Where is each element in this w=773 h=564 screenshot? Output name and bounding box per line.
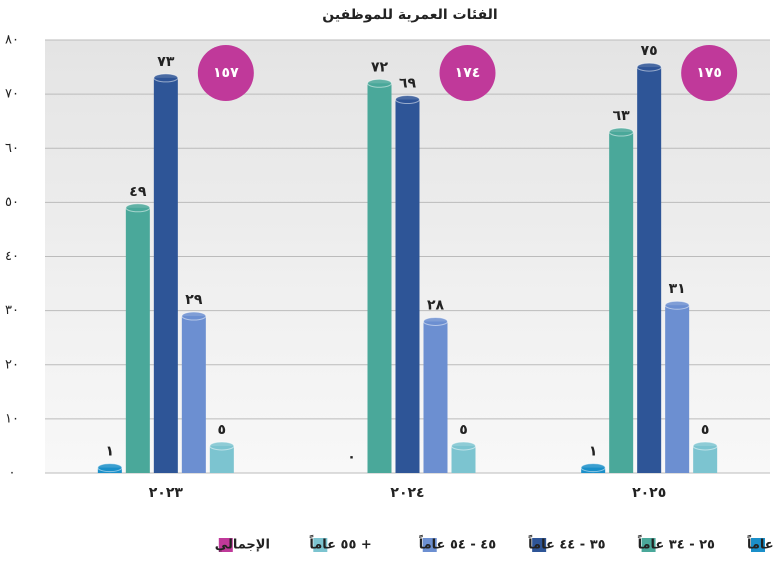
legend-label: ٢٥ - ٣٤ عاماً	[638, 535, 716, 553]
bar-cap	[181, 311, 207, 321]
data-label: ٣١	[669, 281, 686, 297]
legend-label: + ٥٥ عاماً	[309, 535, 372, 553]
data-label: ٥	[218, 422, 227, 438]
bar-cap	[451, 441, 476, 451]
legend-swatch	[532, 538, 547, 552]
y-tick-label: ٥٠	[5, 195, 19, 210]
legend-swatch	[422, 538, 437, 552]
bar	[181, 316, 206, 473]
y-tick-label: ٢٠	[5, 357, 19, 372]
total-badge	[681, 45, 738, 101]
legend-swatch	[218, 538, 233, 552]
legend-label: الإجمالي	[215, 538, 270, 553]
y-tick-label: ٤٠	[5, 249, 19, 264]
x-tick-label: ٢٠٢٣	[149, 485, 184, 501]
bar	[153, 77, 178, 473]
legend-label: ١٨ - ٢٤ عاماً	[747, 535, 773, 553]
bar	[637, 67, 662, 473]
data-label: ٦٩	[399, 76, 417, 92]
bar-cap	[209, 441, 235, 451]
bar	[665, 305, 690, 473]
total-label: ١٥٧	[213, 65, 239, 81]
x-tick-label: ٢٠٢٥	[632, 485, 666, 501]
bar	[451, 445, 476, 473]
bar-cap	[636, 62, 662, 72]
legend-swatch	[641, 538, 656, 552]
bar	[125, 207, 150, 473]
bar	[367, 83, 392, 474]
data-label: ٧٥	[641, 43, 658, 59]
data-label: ٧٣	[157, 54, 175, 70]
legend-swatch	[751, 538, 765, 552]
legend-label: ٤٥ - ٥٤ عاماً	[419, 535, 497, 553]
chart-title: الفئات العمرية للموظفين	[322, 7, 497, 23]
y-tick-label: ٨٠	[5, 33, 19, 48]
bar-cap	[153, 73, 179, 83]
bar-cap	[423, 316, 448, 326]
bar-cap	[664, 300, 690, 310]
y-tick-label: ١٠	[5, 411, 19, 426]
bar-cap	[692, 441, 718, 451]
y-tick-label: ٠	[9, 466, 16, 481]
total-badge	[197, 45, 254, 101]
data-label: ١	[589, 444, 598, 460]
bar-cap	[125, 203, 151, 213]
total-label: ١٧٥	[696, 65, 722, 81]
y-tick-label: ٧٠	[5, 87, 19, 102]
bar-cap	[395, 95, 420, 105]
data-label: ١	[106, 444, 115, 460]
data-label: ٥	[459, 422, 468, 438]
bar	[209, 445, 234, 473]
total-label: ١٧٤	[455, 65, 481, 81]
data-label: ٥	[701, 422, 710, 438]
bar-cap	[580, 463, 606, 473]
y-tick-label: ٦٠	[5, 141, 19, 156]
bar-cap	[608, 127, 634, 137]
data-label: ٠	[347, 449, 356, 465]
data-label: ٦٣	[613, 108, 631, 124]
legend-swatch	[313, 538, 328, 552]
x-tick-label: ٢٠٢٤	[390, 485, 424, 501]
bar-cap	[97, 463, 123, 473]
data-label: ٤٩	[129, 184, 147, 200]
total-badge	[439, 45, 496, 101]
bar	[693, 445, 718, 473]
bar-cap	[367, 78, 392, 88]
data-label: ٢٩	[185, 292, 203, 308]
data-label: ٢٨	[427, 297, 445, 313]
bar	[609, 132, 634, 473]
bar	[423, 321, 448, 473]
bar	[395, 99, 420, 473]
y-tick-label: ٣٠	[5, 303, 19, 318]
data-label: ٧٢	[371, 59, 389, 75]
legend-label: ٣٥ - ٤٤ عاماً	[528, 535, 606, 553]
